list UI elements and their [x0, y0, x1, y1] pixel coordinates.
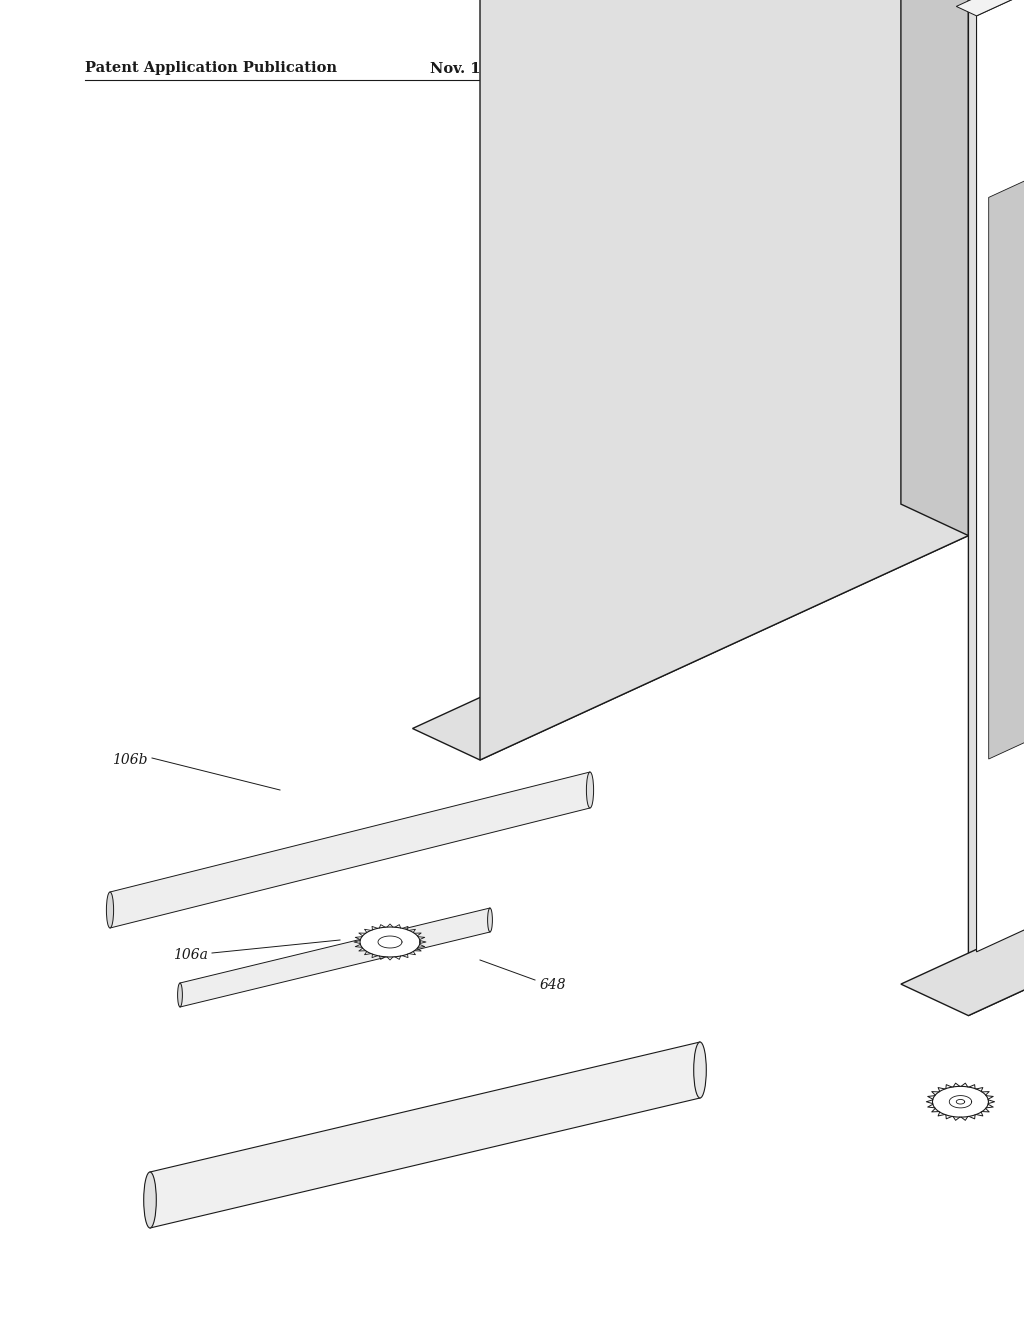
- Text: 106a: 106a: [173, 948, 208, 962]
- Polygon shape: [956, 0, 1024, 16]
- Text: Nov. 17, 2011  Sheet 22 of 71: Nov. 17, 2011 Sheet 22 of 71: [430, 61, 671, 75]
- Polygon shape: [933, 1086, 988, 1117]
- Ellipse shape: [143, 1172, 157, 1228]
- Polygon shape: [413, 504, 969, 760]
- Ellipse shape: [693, 1041, 707, 1098]
- Text: US 2011/0279621 A1: US 2011/0279621 A1: [768, 61, 940, 75]
- Polygon shape: [977, 0, 1024, 952]
- Text: FIG. 22A: FIG. 22A: [751, 343, 769, 437]
- Text: 106b: 106b: [113, 752, 148, 767]
- Ellipse shape: [587, 772, 594, 808]
- Polygon shape: [180, 908, 490, 1007]
- Polygon shape: [989, 150, 1024, 759]
- Text: 648: 648: [540, 978, 566, 993]
- Text: Patent Application Publication: Patent Application Publication: [85, 61, 337, 75]
- Polygon shape: [110, 772, 590, 928]
- Polygon shape: [360, 927, 420, 957]
- Polygon shape: [901, 0, 969, 536]
- Ellipse shape: [106, 892, 114, 928]
- Polygon shape: [480, 0, 969, 760]
- Ellipse shape: [487, 908, 493, 932]
- Ellipse shape: [177, 983, 182, 1007]
- Polygon shape: [901, 919, 1024, 1015]
- Polygon shape: [969, 0, 1024, 1015]
- Polygon shape: [150, 1041, 700, 1228]
